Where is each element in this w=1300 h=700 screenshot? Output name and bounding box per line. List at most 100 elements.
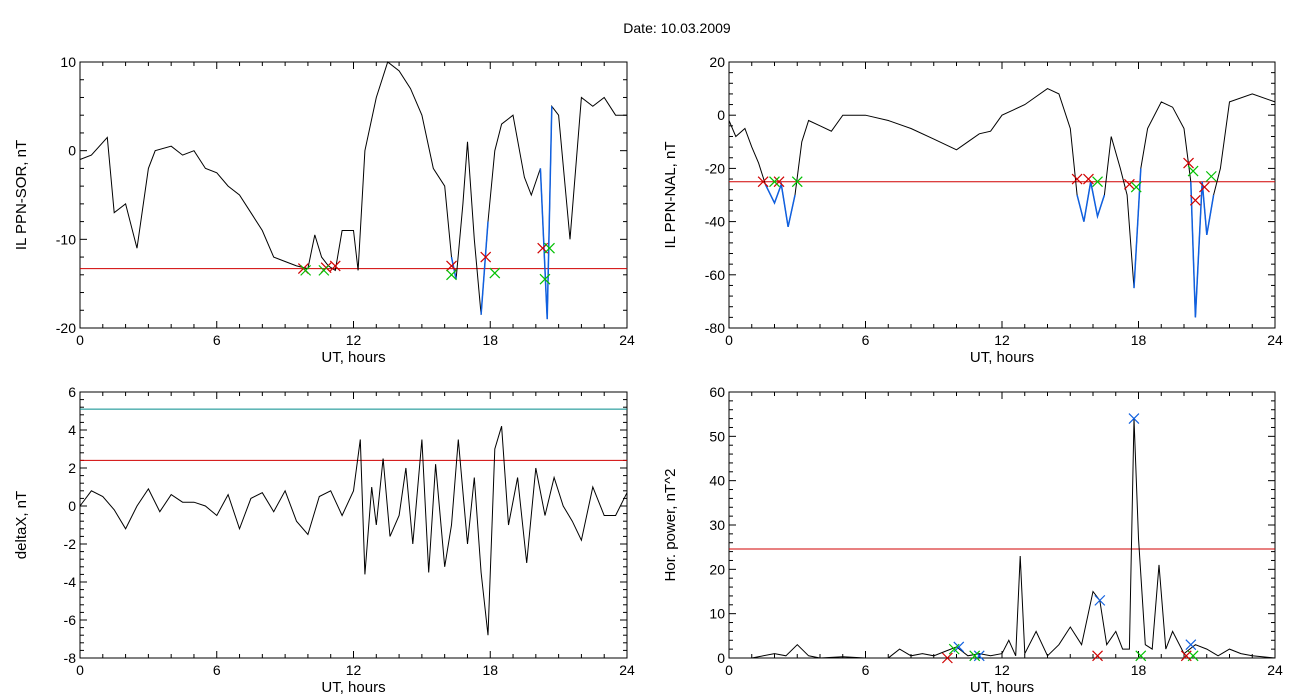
- data-series-line: [729, 418, 1276, 659]
- y-tick-label: 2: [68, 460, 76, 476]
- power-marker-red-stroke-b: [941, 652, 953, 664]
- crossing-marker-green-stroke-b: [791, 176, 803, 188]
- crossing-marker-red: [1189, 194, 1201, 206]
- power-marker-blue-stroke-b: [1185, 639, 1197, 651]
- crossing-marker-green: [791, 176, 803, 188]
- x-axis-label: UT, hours: [970, 349, 1034, 366]
- x-tick-label: 24: [1267, 662, 1283, 678]
- x-tick-label: 18: [1131, 332, 1147, 348]
- crossing-marker-green: [1092, 176, 1103, 188]
- x-axis-label: UT, hours: [970, 679, 1034, 696]
- crossing-marker-green-stroke-b: [1092, 176, 1103, 188]
- power-marker-red: [1180, 650, 1192, 662]
- crossing-marker-red: [1071, 173, 1083, 185]
- crossing-marker-red-stroke-b: [757, 176, 769, 188]
- crossing-marker-green: [446, 269, 457, 281]
- x-axis-label: UT, hours: [321, 349, 385, 366]
- highlighted-segment: [1133, 168, 1142, 289]
- plot-frame: [728, 391, 1276, 659]
- power-marker-green-stroke-b: [969, 650, 981, 662]
- crossing-marker-green: [1187, 165, 1199, 177]
- crossing-marker-red-stroke-b: [1123, 178, 1135, 190]
- power-marker-red-stroke-b: [1180, 650, 1192, 662]
- x-tick-label: 0: [76, 662, 84, 678]
- power-marker-green-stroke-b: [1135, 650, 1147, 662]
- y-tick-label: 30: [709, 517, 725, 533]
- crossing-marker-green: [544, 242, 555, 254]
- crossing-marker-red-stroke-b: [773, 176, 785, 188]
- highlighted-segment: [480, 221, 489, 315]
- y-tick-label: 0: [717, 107, 725, 123]
- x-tick-label: 18: [1131, 662, 1147, 678]
- figure-title: Date: 10.03.2009: [623, 20, 731, 36]
- x-tick-label: 12: [994, 332, 1010, 348]
- crossing-marker-green: [1130, 181, 1142, 193]
- y-tick-label: -2: [64, 536, 77, 552]
- y-tick-label: 50: [709, 428, 725, 444]
- chart-panel-4: 0 6 12 18 24 60 50 40 30 20 10 0 UT, hours Hor. power…: [662, 384, 1283, 696]
- crossing-marker-red: [1083, 173, 1094, 185]
- power-marker-blue: [1185, 639, 1197, 651]
- y-axis-label: IL PPN-SOR, nT: [13, 140, 30, 250]
- power-marker-blue: [1128, 413, 1140, 425]
- power-marker-green: [969, 650, 981, 662]
- crossing-marker-red-stroke-b: [1189, 194, 1201, 206]
- y-tick-label: -60: [705, 267, 725, 283]
- power-marker-green: [1135, 650, 1147, 662]
- x-tick-label: 24: [1267, 332, 1283, 348]
- y-tick-label: 10: [709, 606, 725, 622]
- power-marker-blue: [1094, 594, 1106, 606]
- x-axis-label: UT, hours: [321, 679, 385, 696]
- y-tick-label: -4: [64, 574, 77, 590]
- crossing-marker-green-stroke-b: [318, 264, 330, 276]
- x-tick-label: 12: [346, 662, 362, 678]
- crossing-marker-green: [769, 176, 780, 188]
- y-tick-label: 4: [68, 422, 76, 438]
- y-axis-label: deltaX, nT: [13, 491, 30, 559]
- crossing-marker-red: [329, 260, 341, 272]
- crossing-marker-green-stroke-b: [1205, 170, 1217, 182]
- plot-frame: [79, 391, 628, 659]
- plot-frame: [79, 61, 628, 329]
- crossing-marker-green-stroke-b: [489, 267, 501, 279]
- crossing-marker-green: [539, 273, 551, 285]
- crossing-marker-red-stroke-b: [1199, 181, 1210, 193]
- highlighted-segment: [539, 106, 553, 320]
- y-tick-label: -20: [56, 320, 76, 336]
- crossing-marker-red-stroke-b: [329, 260, 341, 272]
- x-tick-label: 6: [213, 662, 221, 678]
- data-series-line: [79, 426, 628, 636]
- crossing-marker-green-stroke-b: [769, 176, 780, 188]
- x-tick-label: 0: [76, 332, 84, 348]
- crossing-marker-green: [300, 264, 312, 276]
- crossing-marker-red-stroke-b: [1071, 173, 1083, 185]
- y-tick-label: 0: [68, 143, 76, 159]
- y-tick-label: -8: [64, 650, 77, 666]
- y-tick-label: 20: [709, 54, 725, 70]
- crossing-marker-green-stroke-b: [446, 269, 457, 281]
- x-tick-label: 0: [725, 332, 733, 348]
- crossing-marker-red: [446, 260, 457, 272]
- crossing-marker-red: [480, 251, 492, 263]
- crossing-marker-green-stroke-b: [544, 242, 555, 254]
- crossing-marker-red: [1183, 157, 1194, 169]
- power-marker-blue: [973, 650, 985, 662]
- x-tick-label: 18: [482, 332, 498, 348]
- highlighted-segment: [1190, 181, 1215, 318]
- highlighted-segment: [1076, 181, 1106, 222]
- crossing-marker-red-stroke-b: [1183, 157, 1194, 169]
- crossing-marker-red: [773, 176, 785, 188]
- power-marker-blue-stroke-b: [1128, 413, 1140, 425]
- power-marker-red: [1092, 650, 1103, 662]
- crossing-marker-green: [318, 264, 330, 276]
- y-tick-label: 20: [709, 561, 725, 577]
- crossing-marker-red-stroke-b: [1083, 173, 1094, 185]
- y-tick-label: -6: [64, 612, 77, 628]
- y-tick-label: -80: [705, 320, 725, 336]
- crossing-marker-green-stroke-b: [300, 264, 312, 276]
- power-marker-green: [948, 643, 960, 655]
- y-tick-label: -20: [705, 160, 725, 176]
- x-tick-label: 12: [994, 662, 1010, 678]
- power-marker-red: [941, 652, 953, 664]
